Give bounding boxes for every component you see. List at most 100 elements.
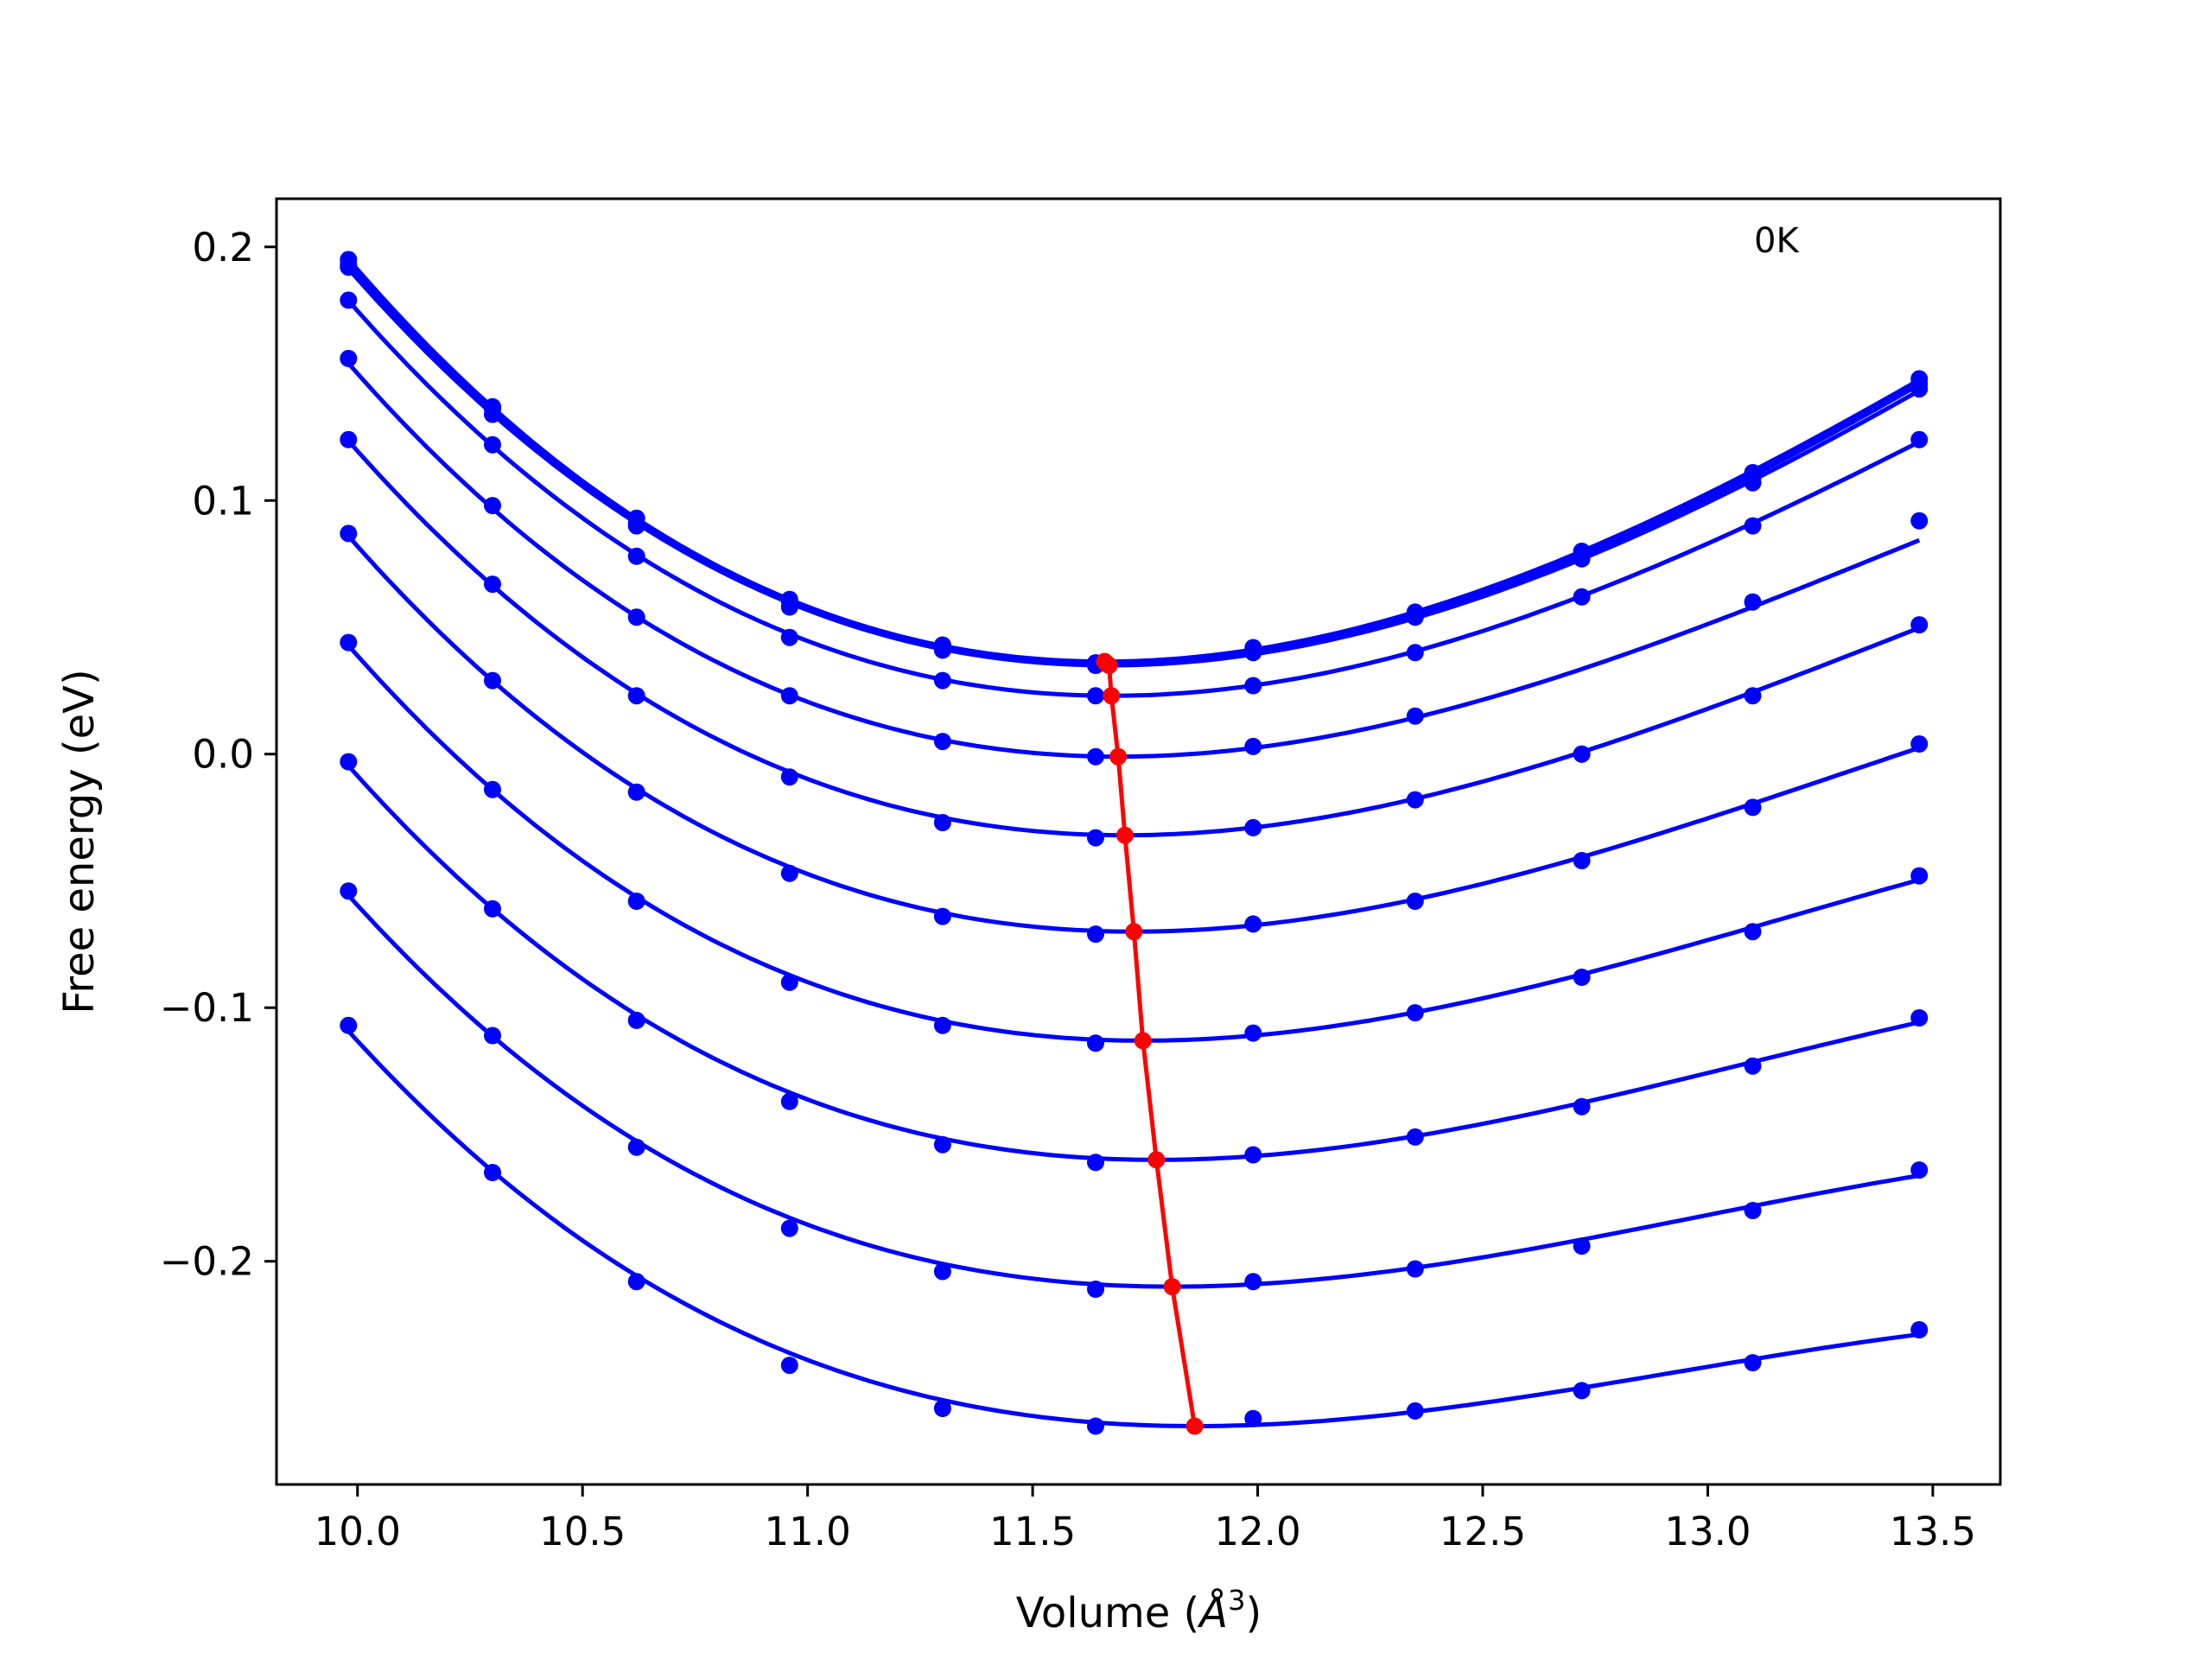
data-point (1910, 430, 1929, 448)
y-tick-label: −0.1 (160, 985, 254, 1031)
data-point (627, 1273, 645, 1291)
data-point (484, 780, 501, 798)
x-tick-label: 12.0 (1214, 1509, 1300, 1554)
series-curve-10 (346, 893, 1920, 1289)
x-axis-label: Volume (Å3) (1016, 1584, 1262, 1637)
x-tick-label: 13.5 (1890, 1509, 1976, 1554)
data-point (1087, 1281, 1104, 1298)
minimum-point (1109, 747, 1128, 766)
data-point (1244, 737, 1262, 755)
minimum-point (1103, 687, 1121, 705)
data-point (1744, 1354, 1762, 1372)
data-point (484, 405, 501, 423)
data-point (1573, 550, 1591, 568)
x-axis-ticks: 10.0 10.5 11.0 11.5 12.0 12.5 13.0 13.5 (315, 1484, 1976, 1554)
data-point (1087, 829, 1104, 847)
data-point (1573, 745, 1591, 763)
x-tick-label: 12.5 (1440, 1509, 1526, 1554)
data-point (484, 435, 501, 454)
data-point (1910, 380, 1929, 398)
x-tick-label: 10.5 (539, 1509, 626, 1554)
data-point (1573, 1237, 1591, 1255)
series-curve-5 (346, 361, 1921, 760)
data-point (1087, 925, 1104, 944)
data-point (1406, 893, 1424, 910)
data-point (933, 1016, 951, 1034)
minimum-point (1147, 1151, 1166, 1169)
data-point (1087, 687, 1104, 705)
series-curve-3 (346, 267, 1921, 668)
data-point (627, 1011, 645, 1029)
minimum-point (1134, 1032, 1152, 1050)
data-point (484, 1027, 501, 1045)
x-axis-label-prefix: Volume ( (1016, 1589, 1200, 1637)
data-point (1910, 867, 1929, 885)
data-point (1910, 616, 1929, 634)
data-point (1744, 517, 1762, 535)
data-point (780, 598, 798, 616)
data-point (780, 628, 798, 646)
data-point (933, 1400, 951, 1417)
series-curve-11 (346, 1029, 1920, 1428)
data-point (1744, 798, 1762, 817)
data-point (340, 633, 358, 652)
data-point (780, 973, 798, 991)
data-point (1744, 1057, 1762, 1075)
data-point (1573, 1382, 1591, 1400)
data-point (627, 783, 645, 801)
data-point (627, 547, 645, 565)
data-point (1244, 644, 1262, 662)
data-point (1406, 1004, 1424, 1022)
data-point (1244, 1409, 1262, 1427)
data-point (1406, 1260, 1424, 1278)
data-point (1406, 791, 1424, 809)
data-point (627, 687, 645, 705)
data-point (780, 687, 798, 705)
data-point (1244, 1146, 1262, 1164)
data-point (1744, 1202, 1762, 1219)
data-point (933, 733, 951, 751)
data-point (627, 1138, 645, 1156)
data-point (1244, 677, 1262, 695)
data-point (484, 1164, 501, 1181)
y-axis-ticks: 0.2 0.1 0.0 −0.1 −0.2 (160, 225, 276, 1285)
data-point (340, 882, 358, 900)
data-point (1573, 852, 1591, 869)
data-point (627, 517, 645, 535)
data-point (340, 524, 358, 543)
data-point (780, 1357, 798, 1375)
data-point (1573, 588, 1591, 606)
y-tick-label: 0.2 (192, 225, 254, 270)
data-point (780, 1219, 798, 1237)
data-point (1406, 1128, 1424, 1146)
series-curve-8 (346, 644, 1920, 1043)
data-point (340, 753, 358, 771)
y-axis-label: Free energy (eV) (55, 669, 104, 1014)
data-point (1087, 1154, 1104, 1172)
data-point (1910, 1321, 1929, 1338)
data-point (933, 1262, 951, 1281)
x-axis-label-symbol: Å (1197, 1588, 1228, 1637)
data-point (1244, 915, 1262, 933)
data-point (933, 1135, 951, 1154)
minimum-point (1163, 1278, 1181, 1296)
data-point (1744, 687, 1762, 705)
data-point (627, 608, 645, 626)
data-point (484, 899, 501, 918)
data-point (1744, 593, 1762, 611)
data-point (484, 575, 501, 594)
data-point (780, 864, 798, 882)
data-point (1087, 1417, 1104, 1435)
data-point (340, 349, 358, 367)
data-point (1910, 1009, 1929, 1027)
minimum-point (1125, 923, 1143, 941)
y-tick-label: −0.2 (160, 1239, 254, 1285)
data-point (1910, 735, 1929, 753)
series-curve-1 (346, 257, 1921, 664)
data-point (340, 430, 358, 448)
x-tick-label: 10.0 (315, 1509, 401, 1554)
data-point (340, 291, 358, 309)
minimum-point (1100, 657, 1118, 674)
